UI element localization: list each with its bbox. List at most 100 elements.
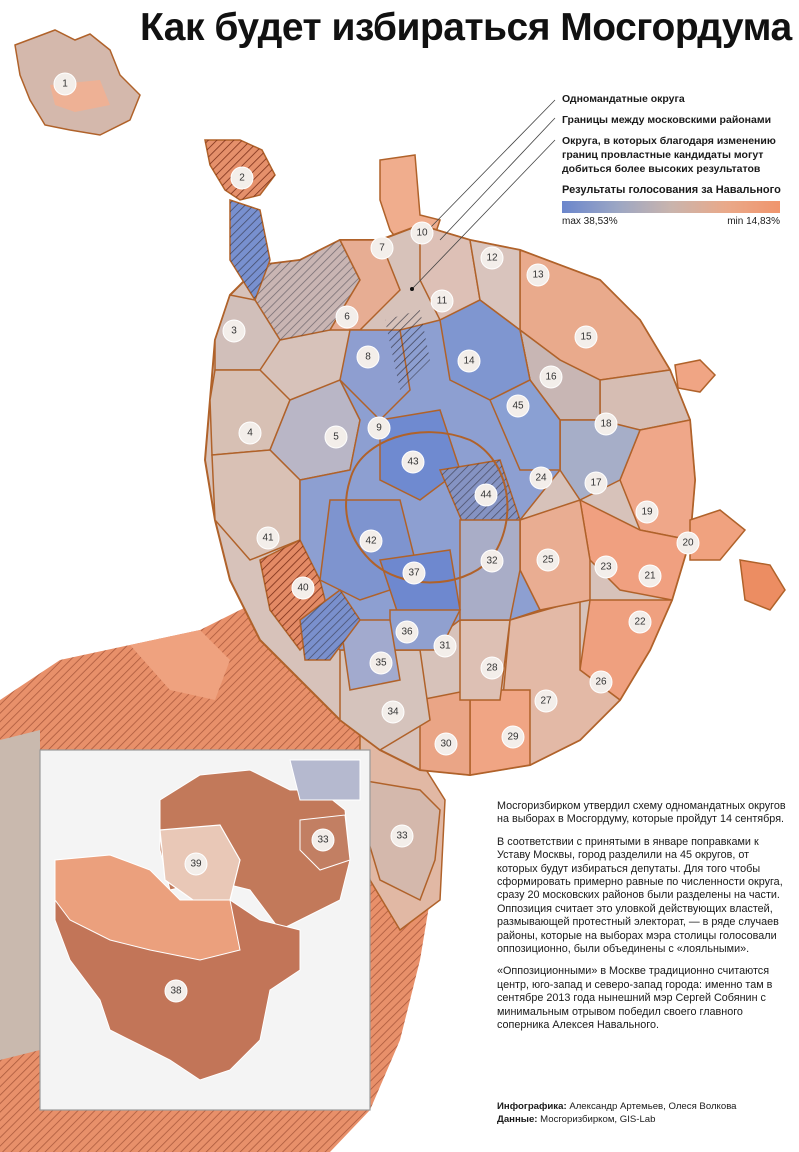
district-circle-11 bbox=[430, 289, 454, 313]
district-circle-14 bbox=[457, 349, 481, 373]
district-circle-15 bbox=[574, 325, 598, 349]
district-label-28: 28 bbox=[486, 663, 498, 674]
district-east-tip bbox=[739, 559, 786, 611]
page-title: Как будет избираться Мосгордума bbox=[140, 6, 792, 49]
district-label-29: 29 bbox=[507, 732, 519, 743]
district-circle-13 bbox=[526, 263, 550, 287]
map-legend: Одномандатные округа Границы между моско… bbox=[562, 92, 792, 229]
main-city-ring bbox=[203, 198, 697, 777]
legend-min-label: min 14,83% bbox=[727, 216, 780, 227]
district-label-7: 7 bbox=[379, 243, 385, 254]
district-circle-8 bbox=[356, 345, 380, 369]
paragraph-1: Мосгоризбирком утвердил схему одномандат… bbox=[497, 800, 786, 826]
district-label-25: 25 bbox=[542, 555, 554, 566]
district-label-27: 27 bbox=[540, 696, 552, 707]
district-circle-2 bbox=[230, 166, 254, 190]
district-1-zelenograd bbox=[14, 29, 141, 136]
district-label-14: 14 bbox=[463, 356, 475, 367]
district-circle-28 bbox=[480, 656, 504, 680]
district-label-19: 19 bbox=[641, 507, 653, 518]
paragraph-3: «Оппозиционными» в Москве традиционно сч… bbox=[497, 965, 773, 1032]
district-20-east bbox=[689, 509, 747, 561]
legend-gradient-title: Результаты голосования за Навального bbox=[562, 184, 781, 196]
district-circle-3 bbox=[222, 319, 246, 343]
district-label-35: 35 bbox=[375, 658, 387, 669]
district-label-44: 44 bbox=[480, 490, 492, 501]
district-circle-31 bbox=[433, 634, 457, 658]
district-circle-23 bbox=[594, 555, 618, 579]
paragraph-2: В соответствии с принятыми в январе попр… bbox=[497, 835, 783, 956]
district-circle-9 bbox=[367, 416, 391, 440]
district-label-1: 1 bbox=[62, 79, 68, 90]
district-label-2: 2 bbox=[239, 173, 245, 184]
district-label-8: 8 bbox=[365, 352, 371, 363]
district-label-12: 12 bbox=[486, 253, 498, 264]
district-circle-44 bbox=[474, 483, 498, 507]
district-circle-12 bbox=[480, 246, 504, 270]
district-label-5: 5 bbox=[333, 432, 339, 443]
district-label-10: 10 bbox=[416, 228, 428, 239]
district-circle-40 bbox=[291, 576, 315, 600]
district-circle-19 bbox=[635, 500, 659, 524]
district-label-20: 20 bbox=[682, 538, 694, 549]
legend-borders: Границы между московскими районами bbox=[562, 114, 772, 126]
district-circle-22 bbox=[628, 610, 652, 634]
district-label-18: 18 bbox=[600, 419, 612, 430]
district-label-31: 31 bbox=[439, 641, 451, 652]
district-circle-6 bbox=[335, 305, 359, 329]
district-circle-25 bbox=[536, 548, 560, 572]
district-label-23: 23 bbox=[600, 562, 612, 573]
district-label-11: 11 bbox=[437, 296, 448, 307]
inset-map bbox=[39, 749, 371, 1111]
district-label-26: 26 bbox=[595, 677, 607, 688]
district-label-37: 37 bbox=[408, 568, 420, 579]
district-circle-21 bbox=[638, 564, 662, 588]
district-label-9: 9 bbox=[376, 423, 382, 434]
district-circle-16 bbox=[539, 365, 563, 389]
district-circle-5 bbox=[324, 425, 348, 449]
district-label-41: 41 bbox=[262, 533, 274, 544]
district-circle-43 bbox=[401, 450, 425, 474]
district-label-32: 32 bbox=[486, 556, 498, 567]
inset-district-circle-39 bbox=[184, 852, 208, 876]
district-label-3: 3 bbox=[231, 326, 237, 337]
district-circle-30 bbox=[434, 732, 458, 756]
district-circle-27 bbox=[534, 689, 558, 713]
district-label-40: 40 bbox=[297, 583, 309, 594]
district-circle-34 bbox=[381, 700, 405, 724]
legend-max-label: max 38,53% bbox=[562, 216, 618, 227]
district-label-33: 33 bbox=[396, 831, 408, 842]
district-label-22: 22 bbox=[634, 617, 646, 628]
district-label-43: 43 bbox=[407, 457, 419, 468]
inset-district-circle-33 bbox=[311, 828, 335, 852]
district-circle-41 bbox=[256, 526, 280, 550]
district-label-15: 15 bbox=[580, 332, 592, 343]
district-label-34: 34 bbox=[387, 707, 399, 718]
data-sources: Мосгоризбирком, GIS-Lab bbox=[540, 1113, 656, 1125]
district-label-13: 13 bbox=[532, 270, 544, 281]
district-label-42: 42 bbox=[365, 536, 377, 547]
district-circle-36 bbox=[395, 620, 419, 644]
district-circle-1 bbox=[53, 72, 77, 96]
district-label-21: 21 bbox=[644, 571, 656, 582]
district-circle-17 bbox=[584, 471, 608, 495]
district-east-small bbox=[674, 359, 717, 393]
inset-district-circle-38 bbox=[164, 979, 188, 1003]
credits: Инфографика: Александр Артемьев, Олеся В… bbox=[497, 1101, 792, 1126]
district-label-24: 24 bbox=[535, 473, 547, 484]
district-label-6: 6 bbox=[344, 312, 350, 323]
graphics-label: Инфографика: bbox=[497, 1101, 567, 1112]
district-label-45: 45 bbox=[512, 401, 524, 412]
district-circle-24 bbox=[529, 466, 553, 490]
district-circle-18 bbox=[594, 412, 618, 436]
district-circle-37 bbox=[402, 561, 426, 585]
district-circle-26 bbox=[589, 670, 613, 694]
district-label-17: 17 bbox=[590, 478, 602, 489]
article-text: Мосгоризбирком утвердил схему одномандат… bbox=[497, 800, 792, 1042]
data-label: Данные: bbox=[497, 1113, 538, 1125]
district-circle-42 bbox=[359, 529, 383, 553]
district-circle-32 bbox=[480, 549, 504, 573]
district-circle-20 bbox=[676, 531, 700, 555]
